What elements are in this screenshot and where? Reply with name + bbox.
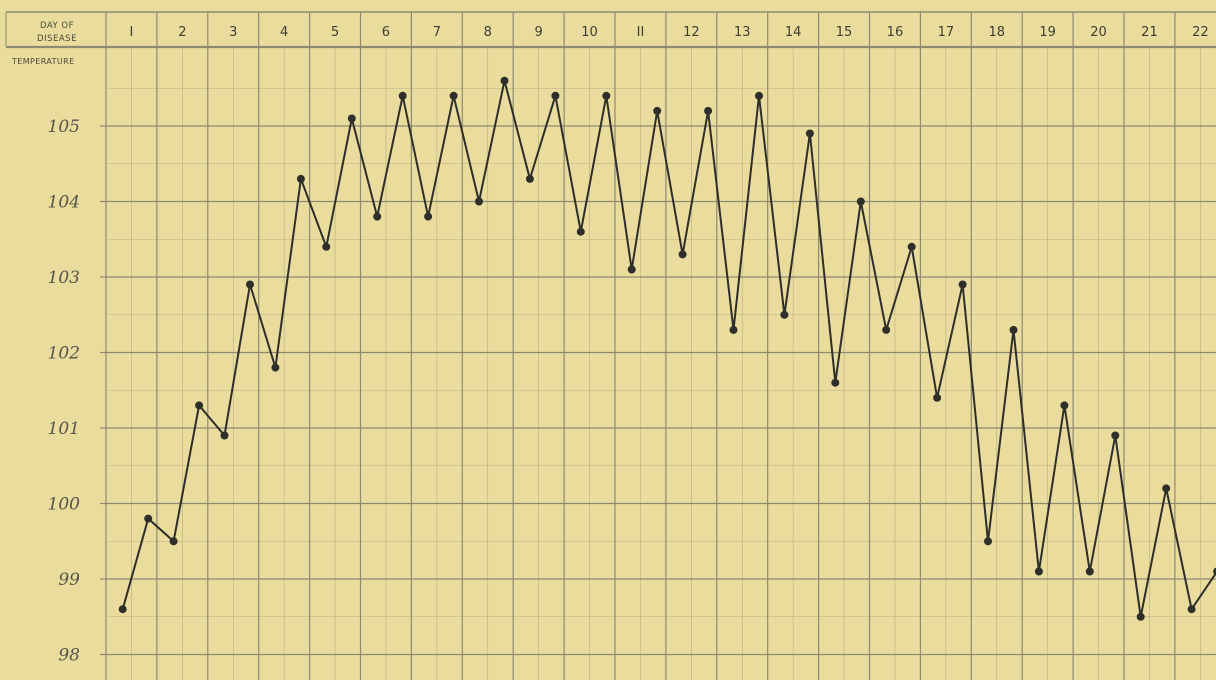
disease-label: DISEASE <box>37 34 77 44</box>
day-label: 13 <box>734 25 751 40</box>
temperature-point <box>475 197 483 206</box>
y-tick-label: 103 <box>48 268 80 288</box>
temperature-point <box>1009 325 1018 334</box>
temperature-point <box>958 280 967 289</box>
temperature-point <box>449 91 458 100</box>
day-label: 3 <box>229 25 237 40</box>
temperature-point <box>704 106 713 115</box>
temperature-point <box>322 242 331 251</box>
temperature-point <box>525 174 534 183</box>
day-label: 14 <box>785 25 802 40</box>
temperature-point <box>195 401 204 410</box>
temperature-point <box>1034 567 1043 576</box>
day-label: I <box>130 25 134 40</box>
temperature-point <box>805 129 814 138</box>
temperature-point <box>246 280 254 289</box>
day-label: 6 <box>382 25 390 40</box>
temperature-point <box>653 106 662 115</box>
y-tick-label: 101 <box>48 419 80 439</box>
y-tick-label: 98 <box>58 646 80 666</box>
temperature-point <box>144 514 153 523</box>
day-label: 15 <box>836 25 853 40</box>
temperature-point <box>1060 401 1069 410</box>
y-tick-label: 99 <box>58 570 80 590</box>
x-tick-labels: I 2 3 4 5 6 7 8 9 10 II 12 13 14 15 16 17 18 19 20 21 22 <box>130 25 1209 40</box>
day-label: 2 <box>178 25 186 40</box>
temperature-point <box>424 212 433 221</box>
temperature-point <box>1187 605 1196 614</box>
day-label: 20 <box>1090 25 1107 40</box>
day-label: 7 <box>433 25 441 40</box>
temperature-point <box>398 91 407 100</box>
temperature-point <box>271 363 280 372</box>
temperature-point <box>1111 431 1120 440</box>
temperature-point <box>907 242 916 251</box>
temperature-point <box>1213 567 1216 576</box>
temperature-point <box>984 537 992 546</box>
day-label: 10 <box>581 25 598 40</box>
day-label: 22 <box>1192 25 1209 40</box>
temperature-point <box>551 91 560 100</box>
temperature-point <box>831 378 840 387</box>
temperature-point <box>755 91 763 100</box>
temperature-point <box>780 310 789 319</box>
y-tick-labels: 105 104 103 102 101 100 99 98 <box>48 117 81 666</box>
temperature-point <box>882 325 891 334</box>
day-label: 12 <box>683 25 700 40</box>
day-of-label: DAY OF <box>40 21 74 31</box>
day-label: 18 <box>988 25 1005 40</box>
temperature-point <box>296 174 305 183</box>
y-tick-label: 100 <box>48 495 81 515</box>
day-label: 4 <box>280 25 288 40</box>
day-header: DAY OF DISEASE <box>37 21 77 44</box>
temperature-point <box>729 325 738 334</box>
temperature-point <box>602 91 611 100</box>
temperature-line <box>121 80 1216 617</box>
temperature-point <box>576 227 585 236</box>
temperature-point <box>933 393 942 402</box>
temperature-point <box>1136 612 1145 621</box>
temperature-point <box>500 76 509 85</box>
temperature-point <box>1162 484 1171 493</box>
day-label: 9 <box>535 25 543 40</box>
day-label: 16 <box>887 25 904 40</box>
temperature-point <box>627 265 636 274</box>
day-label: II <box>637 25 645 40</box>
y-tick-label: 102 <box>48 344 80 364</box>
y-tick-label: 105 <box>48 117 80 137</box>
temperature-point <box>220 431 229 440</box>
day-label: 17 <box>938 25 955 40</box>
temperature-point <box>856 197 865 206</box>
temperature-point <box>373 212 382 221</box>
day-label: 8 <box>484 25 492 40</box>
day-label: 19 <box>1039 25 1056 40</box>
y-axis-title: TEMPERATURE <box>11 57 75 66</box>
temperature-point <box>678 250 687 259</box>
grid-lines <box>5 11 1216 680</box>
temperature-point <box>118 605 127 614</box>
temperature-series <box>118 76 1216 621</box>
temperature-point <box>1085 567 1094 576</box>
temperature-point <box>347 114 356 123</box>
y-tick-label: 104 <box>48 193 80 213</box>
day-label: 21 <box>1141 25 1158 40</box>
day-label: 5 <box>331 25 339 40</box>
temperature-point <box>169 537 178 546</box>
